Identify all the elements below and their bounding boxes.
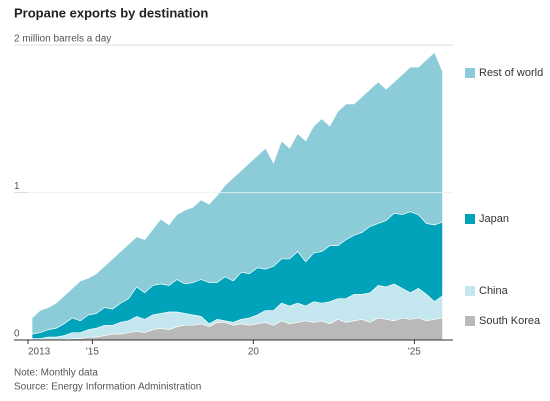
y-tick-label: 2 million barrels a day [14, 34, 111, 45]
legend-swatch [465, 214, 475, 224]
legend-label: Rest of world [479, 67, 543, 79]
x-tick-label: 20 [248, 347, 260, 358]
area [31, 51, 443, 335]
source: Source: Energy Information Administratio… [14, 382, 201, 393]
note: Note: Monthly data [14, 368, 98, 379]
legend-swatch [465, 68, 475, 78]
x-tick-label: '15 [86, 347, 99, 358]
legend-label: China [479, 285, 509, 297]
legend-swatch [465, 286, 475, 296]
x-tick-label: '25 [408, 347, 421, 358]
legend-swatch [465, 316, 475, 326]
legend-label: South Korea [479, 315, 541, 327]
chart-title: Propane exports by destination [14, 5, 208, 20]
y-tick-label: 1 [14, 181, 20, 192]
y-tick-label: 0 [14, 329, 20, 340]
x-tick-label: 2013 [28, 347, 51, 358]
legend-label: Japan [479, 213, 509, 225]
